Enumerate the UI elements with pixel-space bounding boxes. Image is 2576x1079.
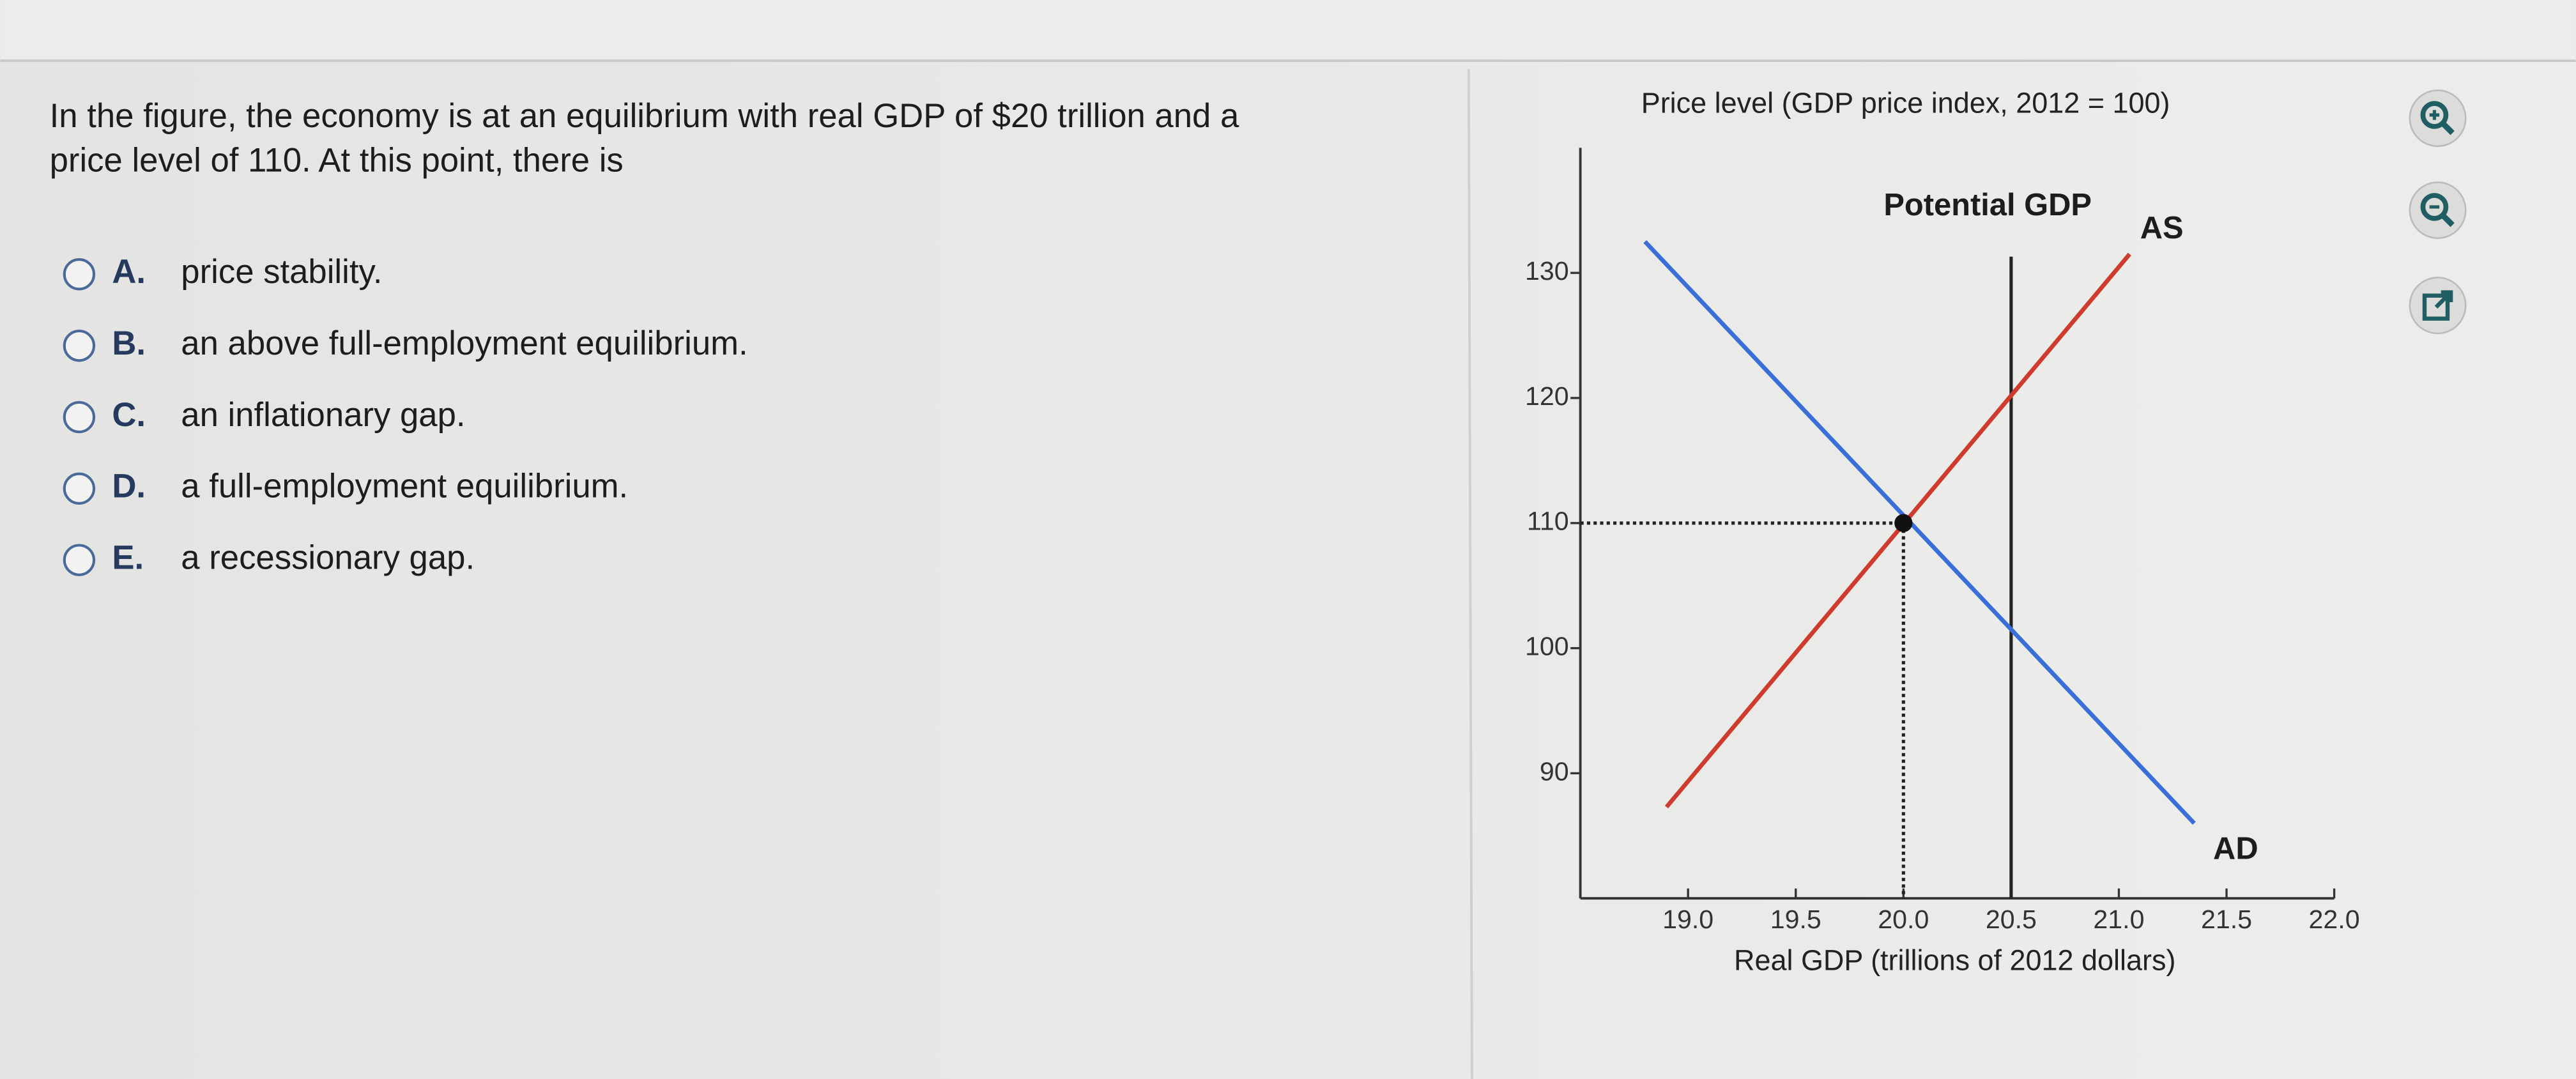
y-tick-label: 90 <box>1540 756 1569 786</box>
series-label: AS <box>2140 211 2184 245</box>
x-tick-label: 19.0 <box>1662 905 1713 934</box>
series-line <box>1664 252 2131 809</box>
question-line: In the figure, the economy is at an equi… <box>50 97 1239 135</box>
radio-button <box>63 258 96 291</box>
x-tick-label: 19.5 <box>1770 905 1821 934</box>
panel-divider <box>1467 68 1473 1079</box>
y-axis-label: Price level (GDP price index, 2012 = 100… <box>1641 86 2170 119</box>
potential-gdp-label: Potential GDP <box>1883 188 2092 222</box>
x-tick-label: 21.5 <box>2201 905 2252 934</box>
option-text: a recessionary gap. <box>181 539 475 577</box>
radio-button <box>63 329 96 362</box>
option[interactable]: B. an above full-employment equilibrium. <box>63 325 748 362</box>
options: A. price stability. B. an above full-employ… <box>63 253 748 577</box>
x-tick-label: 22.0 <box>2309 905 2360 934</box>
x-tick-label: 20.5 <box>1986 905 2037 934</box>
x-axis-label: Real GDP (trillions of 2012 dollars) <box>1734 944 2175 976</box>
x-tick-label: 21.0 <box>2093 905 2144 934</box>
y-tick-label: 120 <box>1525 381 1569 411</box>
y-tick-label: 130 <box>1525 256 1569 286</box>
radio-button <box>63 401 96 434</box>
option-text: an above full-employment equilibrium. <box>181 325 747 362</box>
y-tick-label: 110 <box>1527 507 1569 536</box>
top-bar <box>0 0 2576 59</box>
option[interactable]: A. price stability. <box>63 253 383 291</box>
series-line <box>1643 240 2196 825</box>
option-letter: E. <box>112 539 144 577</box>
y-tick-label: 100 <box>1525 631 1569 661</box>
option[interactable]: D. a full-employment equilibrium. <box>63 468 628 505</box>
zoom-out-icon[interactable] <box>2409 181 2467 240</box>
radio-button <box>63 544 96 576</box>
open-external-icon[interactable] <box>2409 277 2467 335</box>
series-label: AD <box>2213 832 2258 866</box>
option-letter: D. <box>112 468 146 505</box>
option-letter: C. <box>112 396 146 434</box>
option[interactable]: E. a recessionary gap. <box>63 539 475 577</box>
question-line: price level of 110. At this point, there… <box>50 141 624 179</box>
option-letter: A. <box>112 253 146 291</box>
option-text: a full-employment equilibrium. <box>181 468 628 505</box>
x-tick-label: 20.0 <box>1878 905 1929 934</box>
chart: Price level (GDP price index, 2012 = 100… <box>1525 86 2360 976</box>
radio-button <box>63 472 96 505</box>
option-text: an inflationary gap. <box>181 396 465 434</box>
option-letter: B. <box>112 325 146 362</box>
option[interactable]: C. an inflationary gap. <box>63 396 466 434</box>
option-text: price stability. <box>181 253 382 291</box>
equilibrium-point <box>1894 514 1913 532</box>
zoom-in-icon[interactable] <box>2409 89 2467 148</box>
